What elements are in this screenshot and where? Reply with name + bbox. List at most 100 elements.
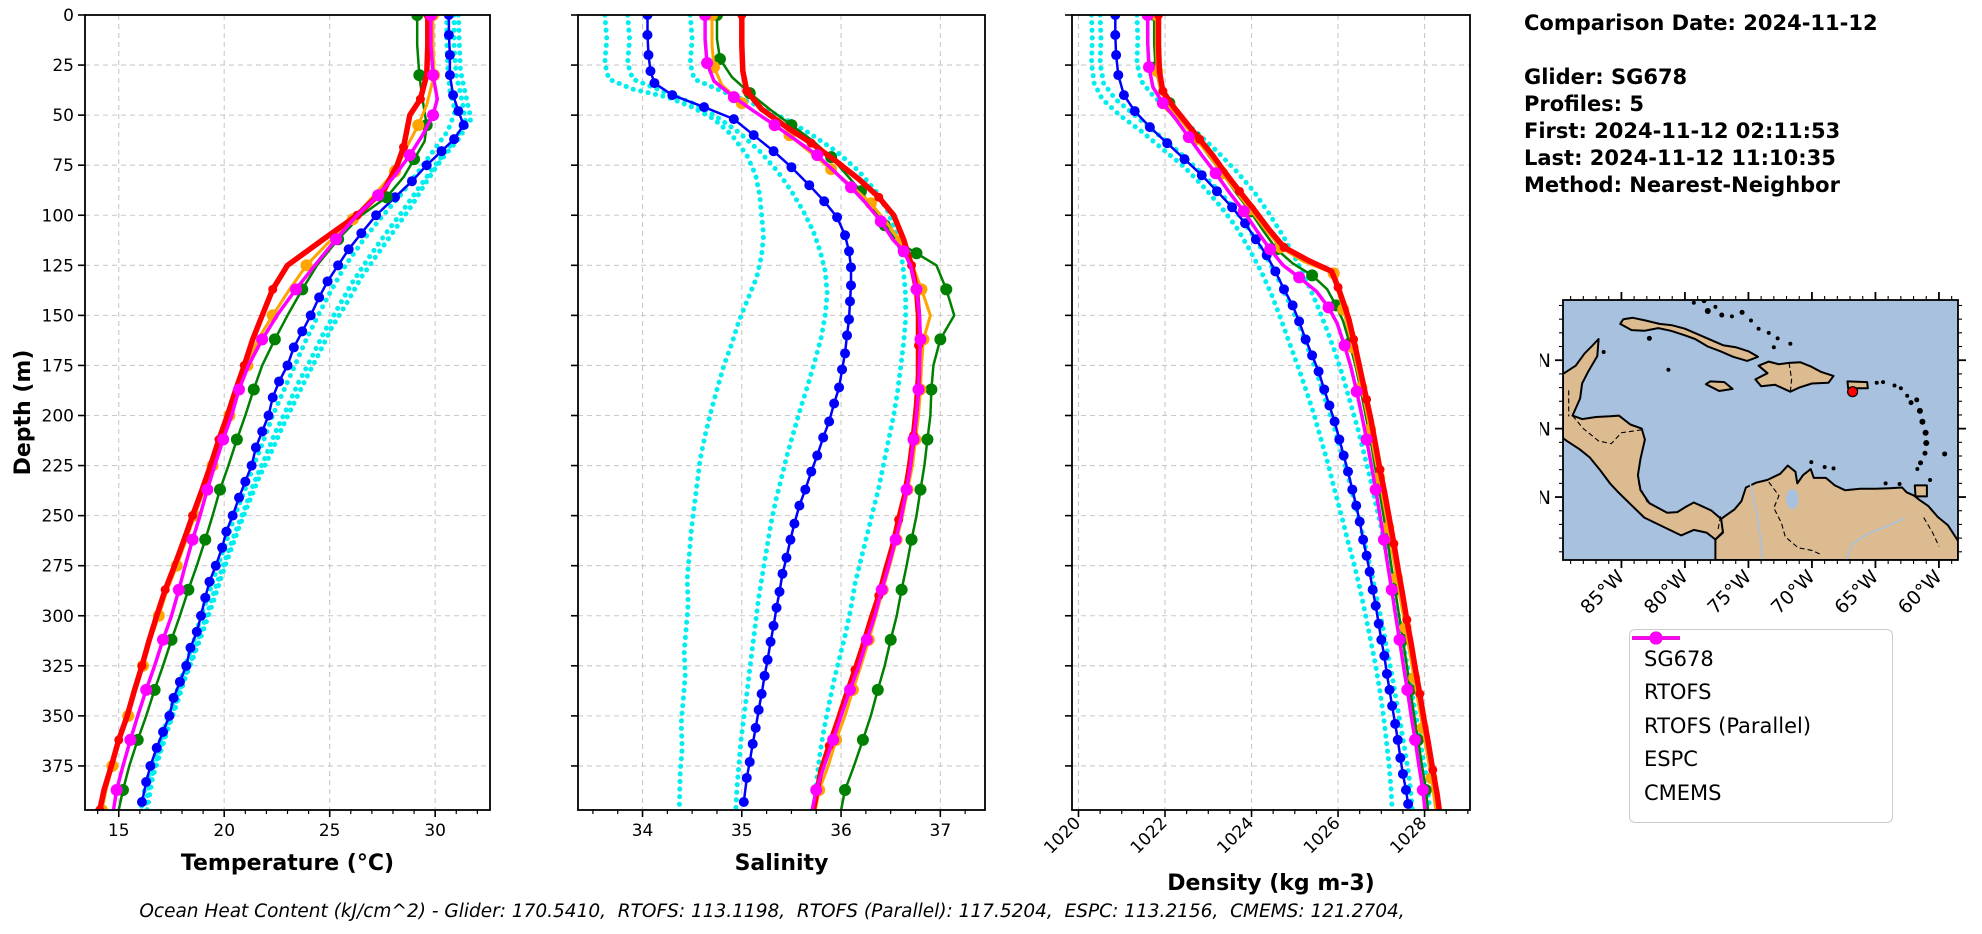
islet [1923,440,1930,446]
svg-text:15: 15 [108,821,130,841]
series-glider-raw-1 [602,15,767,810]
islet [1897,482,1902,487]
country-border [1572,415,1646,445]
islet [1771,345,1776,350]
map-lat-tick-label: 15°N [1540,419,1551,441]
country-border [1768,481,1822,556]
islet [1831,466,1836,471]
series-CMEMS [111,15,440,810]
map-lon-tick-label: 65°W [1830,566,1883,619]
series-RTOFS [97,15,431,810]
islet [1713,304,1718,309]
temperature-profile-xlabel: Temperature (°C) [181,851,394,876]
salinity-profile-chart: 34 35 36 37 Salinity [571,14,986,876]
islet [1918,460,1924,466]
map-lon-tick-label: 70°W [1767,566,1820,619]
map-lon-tick-label: 75°W [1703,566,1756,619]
series-RTOFS [1155,15,1443,810]
spacer-line [1524,37,1878,64]
svg-text:30: 30 [424,821,446,841]
islet [1666,367,1671,372]
svg-text:50: 50 [52,106,74,126]
islet [1775,336,1780,341]
landmass-central-america [1563,338,1726,541]
svg-text:100: 100 [42,206,74,226]
legend-label: CMEMS [1644,780,1722,805]
method-text: Method: Nearest-Neighbor [1524,173,1840,197]
svg-text:325: 325 [42,657,74,677]
svg-text:1028: 1028 [1386,813,1431,858]
legend-item-cmems: CMEMS [1632,631,1876,810]
landmass-jamaica [1704,380,1734,392]
islet [1922,429,1929,436]
country-border [1923,517,1940,547]
svg-text:75: 75 [52,156,74,176]
landmass-trinidad [1913,484,1928,498]
caribbean-map: 85°W80°W75°W70°W65°W60°W 10°N 15°N 20°N [1540,292,1966,619]
svg-text:250: 250 [42,507,74,527]
svg-text:300: 300 [42,607,74,627]
legend-item-espc: ESPC [1632,631,1876,777]
svg-text:175: 175 [42,356,74,376]
last-profile-time-text: Last: 2024-11-12 11:10:35 [1524,146,1836,170]
islet [1646,335,1652,341]
series-glider-raw-2 [625,15,830,810]
islet [1919,418,1926,425]
depth-axis-label: Depth (m) [11,350,36,476]
comparison-date-text: Comparison Date: 2024-11-12 [1524,11,1878,35]
islet [1748,318,1753,323]
legend-label: RTOFS [1644,680,1712,705]
islet [1874,380,1879,385]
islet [1914,397,1920,403]
islet [1922,450,1928,456]
glider-id-text: Glider: SG678 [1524,65,1688,89]
river [1749,483,1764,560]
islet [1942,451,1948,457]
series-ESPC [117,15,428,810]
islet [1704,307,1711,314]
info-panel: Comparison Date: 2024-11-12 Glider: SG67… [1524,10,1878,199]
map-lon-tick-label: 60°W [1894,566,1947,619]
svg-text:275: 275 [42,557,74,577]
landmass-cuba [1619,316,1759,362]
density-profile-chart: 1020 1022 1024 1026 1028 Density (kg m-3) [1040,14,1471,896]
series-glider-raw-3 [142,15,469,810]
map-lat-tick-label: 10°N [1540,487,1551,509]
islet [1739,309,1745,315]
glider-position-marker [1846,386,1859,398]
islet [1788,341,1793,346]
svg-text:1022: 1022 [1127,813,1172,858]
series-glider-raw-1 [1089,15,1395,810]
legend-line-marker-icon [1632,631,1680,645]
temperature-profile-chart: 15 20 25 3002550751001251501752002252502753… [11,6,491,876]
series-glider-raw-2 [1097,15,1415,810]
legend-item-rtofs-parallel: RTOFS (Parallel) [1632,631,1876,743]
islet [1756,326,1761,331]
landmass-south-america [1714,464,1958,560]
svg-text:375: 375 [42,757,74,777]
islet [1883,481,1888,486]
svg-text:35: 35 [731,821,753,841]
svg-text:36: 36 [830,821,852,841]
svg-text:20: 20 [213,821,235,841]
islet [1729,314,1734,319]
svg-text:1020: 1020 [1040,813,1085,858]
islet [1809,460,1814,465]
landmass-hispaniola [1754,360,1835,393]
svg-text:200: 200 [42,407,74,427]
river [1845,517,1905,560]
svg-text:125: 125 [42,256,74,276]
svg-text:25: 25 [52,56,74,76]
svg-text:1026: 1026 [1300,813,1345,858]
svg-text:150: 150 [42,306,74,326]
legend: SG678 RTOFS RTOFS (Parallel) ESPC CMEMS [1629,629,1893,823]
islet [1719,312,1725,318]
legend-item-sg678: SG678 [1632,631,1876,676]
svg-text:225: 225 [42,457,74,477]
svg-text:34: 34 [632,821,654,841]
islet [1908,400,1914,406]
legend-label: ESPC [1644,747,1698,772]
location-map: 85°W80°W75°W70°W65°W60°W 10°N 15°N 20°N [1540,292,1966,619]
legend-label: SG678 [1644,646,1714,671]
